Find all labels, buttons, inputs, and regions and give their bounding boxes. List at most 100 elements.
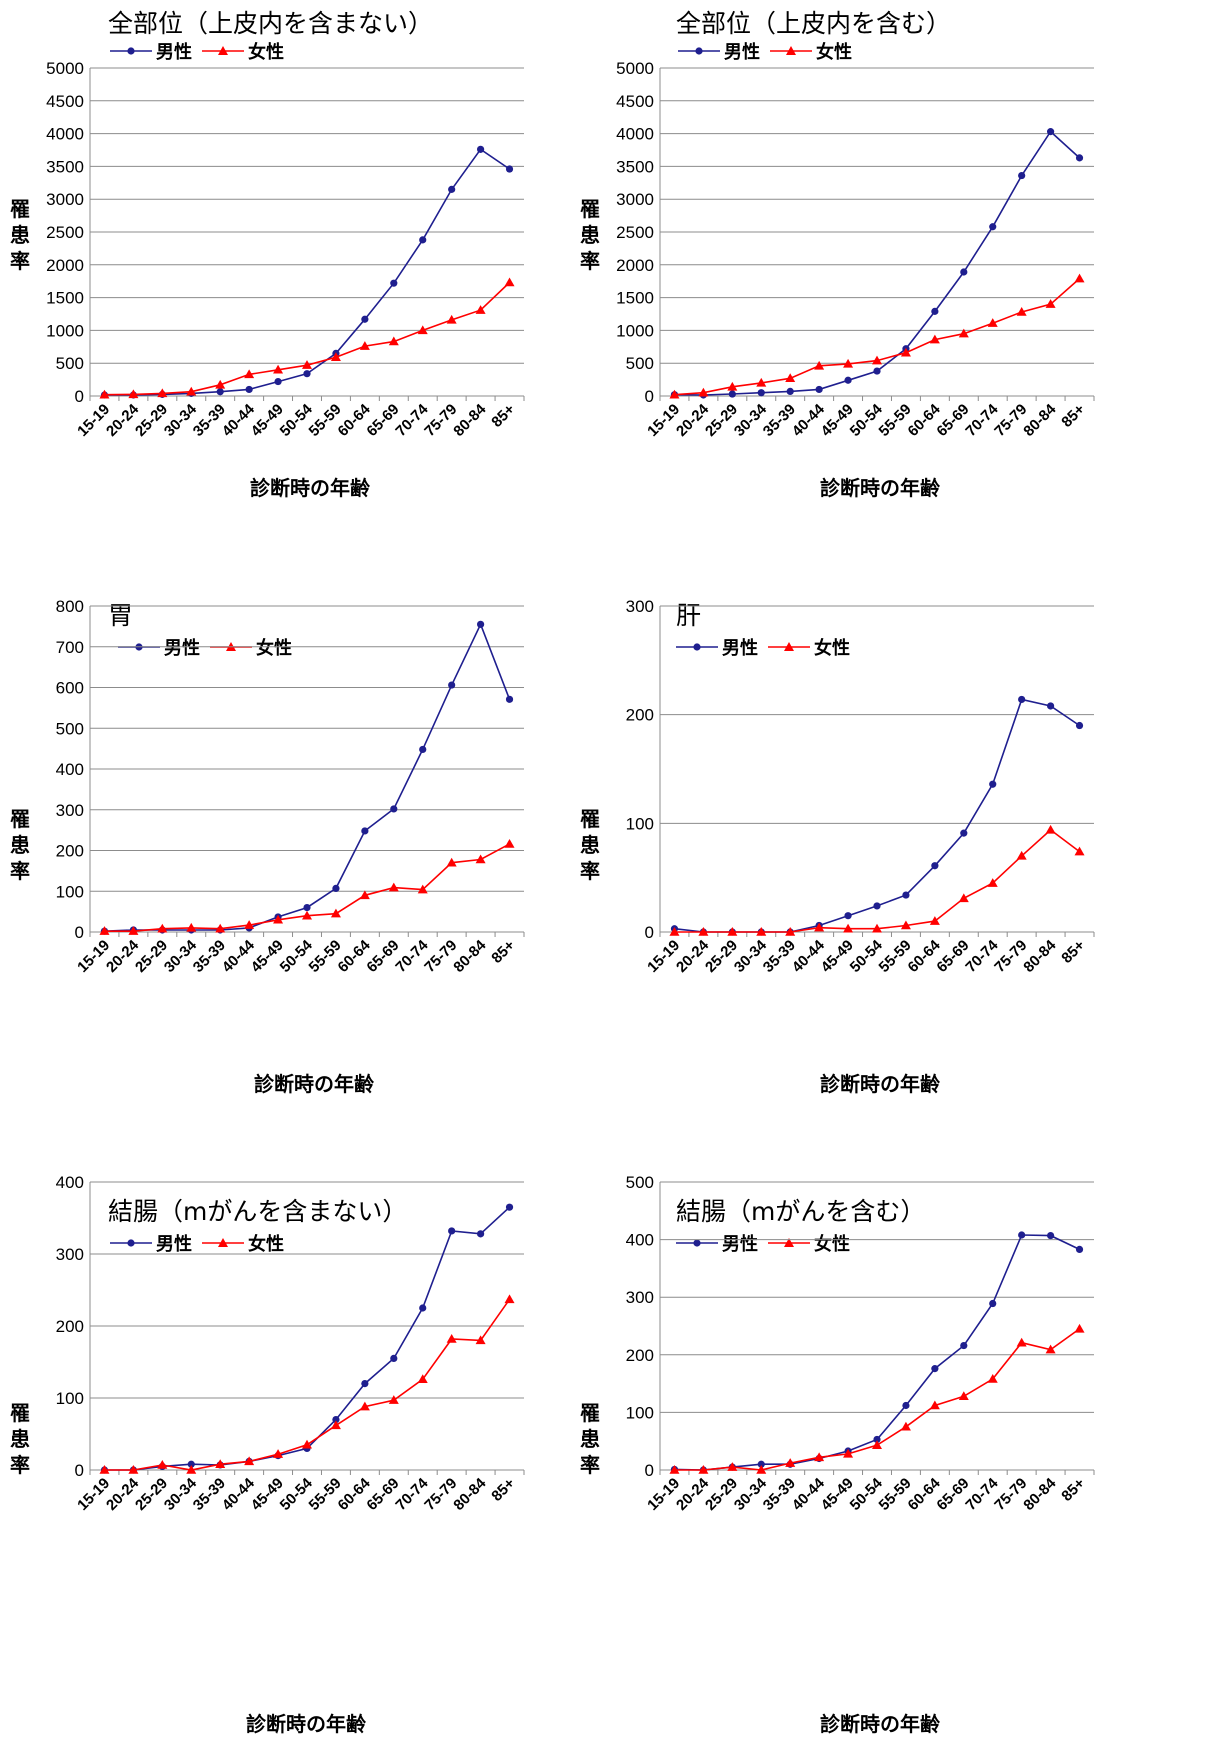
legend-item-male: 男性 (678, 38, 760, 64)
data-point-female (872, 1440, 882, 1449)
data-point-male (1075, 1245, 1084, 1253)
data-point-male (1075, 154, 1084, 162)
y-tick-label: 4500 (46, 92, 84, 111)
data-point-male (361, 827, 369, 835)
legend-swatch-male (676, 643, 718, 651)
data-point-male (1047, 1231, 1055, 1240)
data-point-male (989, 780, 997, 788)
y-tick-label: 3000 (616, 190, 654, 209)
data-point-female (215, 923, 226, 933)
chart-panel-stomach: 胃 男性 女性 0 100 200 300 400 500 600 700 800 15-19 20-… (0, 580, 608, 1160)
data-point-male (390, 805, 398, 813)
data-point-female (843, 358, 854, 368)
x-axis-label: 診断時の年齢 (246, 1712, 366, 1736)
legend: 男性 女性 (676, 634, 860, 660)
x-tick-label: 65-69 (933, 937, 972, 976)
y-axis-label: 罹患率 (8, 1400, 32, 1478)
legend-swatch-male (676, 1239, 718, 1247)
legend-swatch-male (110, 1239, 152, 1247)
data-point-female (128, 926, 139, 935)
data-point-male (187, 1460, 195, 1468)
data-point-female (756, 1465, 767, 1474)
data-point-female (330, 1420, 341, 1430)
y-axis-label-char: 患 (10, 223, 30, 247)
data-point-male (989, 223, 997, 231)
data-point-female (1045, 299, 1056, 308)
data-point-male (274, 377, 282, 386)
y-tick-label: 0 (75, 923, 84, 942)
data-point-female (727, 927, 738, 936)
chart-title: 結腸（mがんを含む） (676, 1197, 926, 1226)
x-axis-label: 診断時の年齢 (820, 476, 940, 500)
y-tick-label: 100 (56, 1389, 84, 1408)
x-tick-label: 65-69 (363, 1475, 402, 1514)
data-point-female (417, 884, 428, 894)
y-tick-label: 4000 (616, 125, 654, 144)
data-point-female (359, 341, 370, 350)
x-tick-label: 80-84 (450, 400, 490, 440)
legend-item-female: 女性 (770, 38, 852, 64)
x-axis-label: 診断時の年齢 (250, 476, 370, 500)
series-line-male (104, 1206, 511, 1471)
y-axis-label: 罹患率 (578, 196, 602, 274)
legend-item-male: 男性 (110, 38, 192, 64)
legend-item-female: 女性 (202, 38, 284, 64)
data-point-female (475, 854, 486, 864)
chart-title: 全部位（上皮内を含まない） (108, 9, 434, 38)
legend-marker (127, 47, 135, 55)
x-tick-label: 45-49 (248, 1475, 287, 1514)
chart-panel-all-sites-excl-in-situ: 全部位（上皮内を含まない） 男性 女性 0 500 1000 1500 2000 2500 3… (0, 0, 608, 580)
x-tick-label: 85+ (488, 937, 518, 967)
y-tick-label: 400 (56, 1173, 84, 1192)
y-tick-label: 5000 (616, 59, 654, 78)
x-tick-label: 75-79 (421, 1475, 460, 1514)
x-tick-label: 85+ (1058, 937, 1088, 967)
x-tick-label: 35-39 (760, 401, 799, 440)
data-point-male (390, 279, 398, 287)
y-axis-label-char: 患 (10, 833, 30, 857)
legend-marker (695, 47, 703, 55)
legend-swatch-female (202, 1238, 244, 1247)
x-tick-label: 25-29 (702, 937, 741, 976)
data-point-male (245, 385, 253, 394)
chart-panel-liver: 肝 男性 女性 0 100 200 300 15-19 20-24 25-29 30-34 35-… (580, 580, 1216, 1160)
data-point-female (872, 923, 882, 933)
y-tick-label: 400 (626, 1231, 654, 1250)
data-point-female (929, 916, 940, 925)
series-line-female (674, 828, 1080, 933)
data-point-male (505, 165, 514, 173)
y-axis-label-char: 率 (580, 249, 600, 273)
data-point-male (960, 829, 968, 837)
data-point-female (215, 379, 226, 389)
data-point-female (1045, 1344, 1056, 1354)
data-point-male (931, 307, 939, 315)
data-point-female (872, 355, 882, 365)
y-axis-label-char: 患 (580, 1427, 600, 1451)
data-point-female (900, 920, 911, 930)
chart-title: 全部位（上皮内を含む） (676, 9, 952, 38)
series-line-male (674, 1234, 1080, 1471)
data-point-male (477, 145, 485, 153)
y-tick-label: 1500 (46, 289, 84, 308)
y-tick-label: 0 (645, 923, 654, 942)
y-axis-label-char: 率 (580, 1453, 600, 1477)
line-chart: 0 500 1000 1500 2000 2500 3000 3500 4000 4500 5000… (46, 59, 525, 440)
legend-marker (218, 46, 228, 55)
legend-label: 女性 (814, 638, 850, 659)
data-point-male (419, 745, 427, 754)
data-point-female (388, 1395, 399, 1404)
data-point-female (1016, 850, 1027, 860)
data-point-female (186, 922, 197, 932)
data-point-male (873, 367, 881, 375)
data-point-male (989, 1299, 997, 1308)
x-tick-label: 80-84 (1020, 1474, 1060, 1514)
y-tick-label: 700 (56, 638, 84, 657)
chart-panel-all-sites-incl-in-situ: 全部位（上皮内を含む） 男性 女性 0 500 1000 1500 2000 2500 300… (580, 0, 1216, 580)
data-point-male (361, 1380, 369, 1388)
data-point-male (332, 884, 340, 892)
data-point-male (844, 912, 852, 920)
x-tick-label: 35-39 (760, 1475, 799, 1514)
y-tick-label: 5000 (46, 59, 84, 78)
x-axis-label: 診断時の年齢 (820, 1072, 940, 1096)
data-point-female (843, 1448, 854, 1458)
